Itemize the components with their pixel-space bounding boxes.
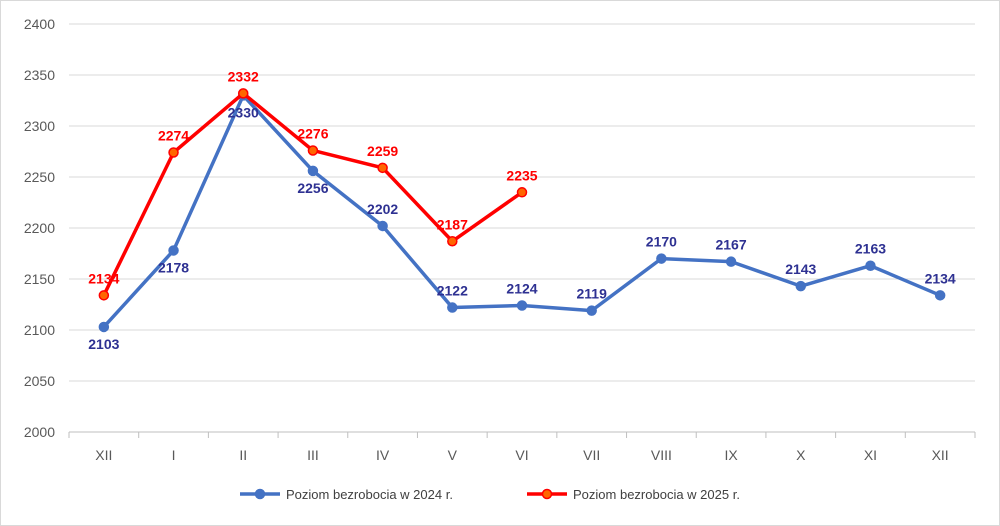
data-point: [795, 280, 807, 292]
data-label: 2170: [646, 234, 677, 250]
x-tick-label: XII: [95, 447, 112, 463]
y-tick-label: 2400: [24, 16, 55, 32]
y-tick-label: 2300: [24, 118, 55, 134]
y-tick-label: 2150: [24, 271, 55, 287]
data-point: [377, 220, 388, 232]
x-tick-label: IV: [376, 447, 390, 463]
y-tick-label: 2050: [24, 373, 55, 389]
data-label: 2134: [88, 270, 119, 286]
data-point: [98, 290, 110, 301]
data-point: [377, 162, 388, 174]
x-tick-label: III: [307, 447, 319, 463]
data-point: [447, 236, 458, 247]
data-point: [865, 260, 876, 271]
data-label: 2103: [88, 336, 119, 352]
series-lines: [98, 88, 946, 333]
data-point: [934, 290, 946, 301]
legend-label: Poziom bezrobocia w 2024 r.: [286, 487, 453, 502]
data-label: 2187: [437, 216, 468, 232]
x-tick-label: I: [172, 447, 176, 463]
legend-swatch-marker: [254, 488, 266, 500]
x-tick-label: XI: [864, 447, 877, 463]
y-tick-label: 2100: [24, 322, 55, 338]
data-point: [98, 321, 110, 333]
x-tick-label: VIII: [651, 447, 672, 463]
data-label: 2332: [228, 68, 259, 84]
gridlines: [69, 23, 975, 433]
data-point: [168, 147, 179, 158]
data-label: 2122: [437, 283, 468, 299]
y-tick-label: 2250: [24, 169, 55, 185]
data-label: 2256: [297, 180, 328, 196]
y-tick-label: 2000: [24, 424, 55, 440]
data-point: [168, 245, 179, 256]
legend-label: Poziom bezrobocia w 2025 r.: [573, 487, 740, 502]
data-point: [586, 305, 597, 316]
legend-swatch-marker: [541, 488, 553, 500]
data-label: 2202: [367, 201, 398, 217]
data-point: [307, 145, 319, 156]
x-tick-label: II: [239, 447, 247, 463]
data-point: [725, 256, 737, 267]
data-label: 2330: [228, 104, 259, 120]
data-label: 2276: [297, 125, 328, 141]
x-tick-label: XII: [932, 447, 949, 463]
x-tick-label: VII: [583, 447, 600, 463]
data-label: 2163: [855, 241, 886, 257]
data-point: [656, 253, 667, 264]
data-label: 2274: [158, 128, 189, 144]
x-tick-label: X: [796, 447, 806, 463]
data-label: 2124: [506, 281, 537, 297]
data-point: [237, 88, 249, 99]
legend: Poziom bezrobocia w 2024 r. Poziom bezrob…: [240, 487, 740, 502]
y-axis-ticks: 2000 2050 2100 2150 2200 2250 2300 2350 2400: [24, 16, 55, 440]
x-tick-label: IX: [724, 447, 738, 463]
x-axis: XII I II III IV V VI VII VIII IX X XI XII: [68, 431, 976, 463]
data-point: [307, 165, 319, 177]
data-point: [516, 300, 528, 311]
data-label: 2134: [925, 270, 956, 286]
x-tick-label: VI: [515, 447, 528, 463]
data-point: [447, 302, 458, 313]
data-label: 2235: [506, 167, 537, 183]
data-labels: 2103 2178 2330 2256 2202 2122 2124 2119 2170 2167…: [88, 68, 956, 352]
data-point: [516, 187, 528, 198]
y-tick-label: 2350: [24, 67, 55, 83]
data-label: 2167: [715, 237, 746, 253]
x-tick-label: V: [448, 447, 458, 463]
data-label: 2119: [577, 286, 608, 302]
data-label: 2143: [785, 261, 816, 277]
data-label: 2259: [367, 143, 398, 159]
y-tick-label: 2200: [24, 220, 55, 236]
data-label: 2178: [158, 259, 189, 275]
